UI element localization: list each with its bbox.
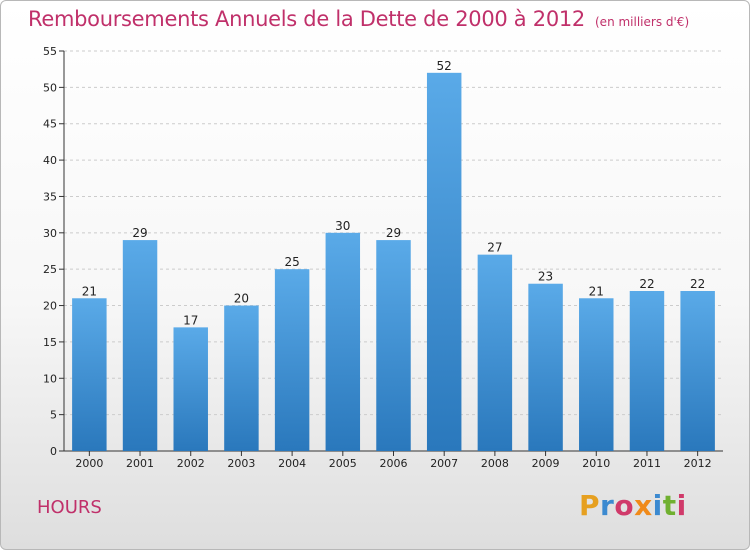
proxiti-logo[interactable]: Proxiti bbox=[579, 489, 687, 522]
data-label: 52 bbox=[437, 59, 452, 73]
y-tick-label: 30 bbox=[43, 227, 57, 240]
x-tick-label: 2010 bbox=[582, 457, 610, 470]
y-tick-label: 25 bbox=[43, 263, 57, 276]
y-tick-label: 35 bbox=[43, 190, 57, 203]
x-tick-label: 2003 bbox=[227, 457, 255, 470]
chart-subtitle: (en milliers d'€) bbox=[595, 15, 690, 29]
logo-letter: t bbox=[662, 489, 677, 522]
logo-letter: P bbox=[579, 489, 601, 522]
data-label: 17 bbox=[183, 313, 198, 327]
bar-2010 bbox=[579, 298, 614, 451]
bar-2009 bbox=[528, 283, 563, 451]
x-tick-label: 2004 bbox=[278, 457, 306, 470]
commune-name: HOURS bbox=[37, 497, 102, 518]
bar-2011 bbox=[629, 291, 665, 451]
labels: 0 5 10 15 20 25 30 35 40 45 50 55 2000 21 2001 29 2002 17… bbox=[43, 45, 712, 470]
x-tick-label: 2005 bbox=[329, 457, 357, 470]
logo-letter: r bbox=[600, 489, 615, 522]
logo-letter: o bbox=[614, 489, 635, 522]
y-tick-label: 45 bbox=[43, 118, 57, 131]
bars bbox=[72, 72, 715, 452]
x-tick-label: 2011 bbox=[633, 457, 661, 470]
y-tick-label: 40 bbox=[43, 154, 57, 167]
bar-2006 bbox=[376, 240, 411, 451]
x-tick-label: 2007 bbox=[430, 457, 458, 470]
logo-letter: x bbox=[634, 489, 653, 522]
data-label: 22 bbox=[690, 277, 705, 291]
x-tick-label: 2008 bbox=[481, 457, 509, 470]
data-label: 20 bbox=[234, 292, 249, 306]
bar-2005 bbox=[325, 232, 361, 451]
bar-2007 bbox=[426, 72, 462, 452]
y-tick-label: 50 bbox=[43, 81, 57, 94]
bar-2008 bbox=[477, 254, 513, 451]
x-tick-label: 2012 bbox=[684, 457, 712, 470]
x-tick-label: 2001 bbox=[126, 457, 154, 470]
logo-letter: i bbox=[652, 489, 663, 522]
y-tick-label: 15 bbox=[43, 336, 57, 349]
data-label: 29 bbox=[132, 226, 147, 240]
chart-title-text: Remboursements Annuels de la Dette de 20… bbox=[28, 7, 585, 31]
y-tick-label: 20 bbox=[43, 300, 57, 313]
bar-2004 bbox=[274, 269, 310, 451]
data-label: 23 bbox=[538, 270, 553, 284]
y-tick-label: 10 bbox=[43, 372, 57, 385]
data-label: 21 bbox=[82, 284, 97, 298]
bar-2002 bbox=[173, 327, 208, 451]
data-label: 29 bbox=[386, 226, 401, 240]
y-tick-label: 55 bbox=[43, 45, 57, 58]
chart-title: Remboursements Annuels de la Dette de 20… bbox=[28, 7, 689, 31]
y-tick-label: 5 bbox=[50, 409, 57, 422]
x-tick-label: 2006 bbox=[380, 457, 408, 470]
bar-2001 bbox=[122, 240, 158, 451]
data-label: 27 bbox=[487, 241, 502, 255]
data-label: 22 bbox=[639, 277, 654, 291]
x-tick-label: 2002 bbox=[177, 457, 205, 470]
data-label: 30 bbox=[335, 219, 350, 233]
x-tick-label: 2000 bbox=[75, 457, 103, 470]
data-label: 25 bbox=[284, 255, 299, 269]
bar-2012 bbox=[680, 291, 715, 451]
y-tick-label: 0 bbox=[50, 445, 57, 458]
logo-letter: i bbox=[676, 489, 687, 522]
x-tick-label: 2009 bbox=[532, 457, 560, 470]
data-label: 21 bbox=[589, 284, 604, 298]
bar-2003 bbox=[224, 305, 259, 451]
bar-2000 bbox=[72, 298, 107, 451]
